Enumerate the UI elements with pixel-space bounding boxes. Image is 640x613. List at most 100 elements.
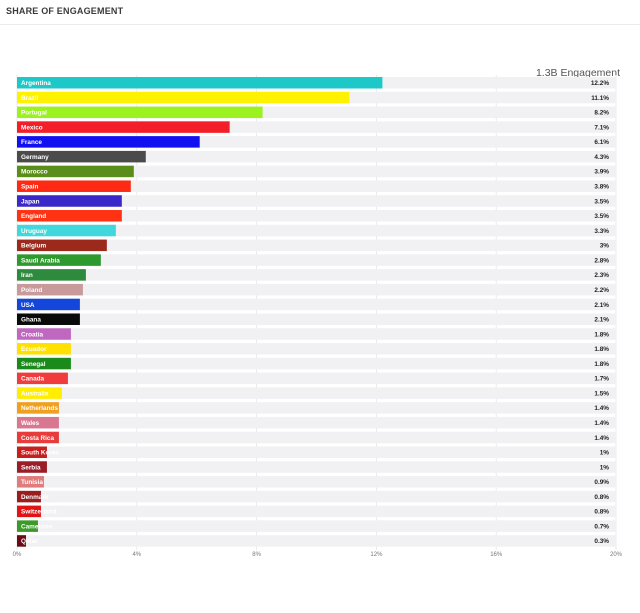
bar-track — [17, 121, 616, 133]
bar-value-label: 7.1% — [594, 124, 609, 131]
bar-value-label: 3.9% — [594, 169, 609, 176]
bar[interactable] — [17, 505, 41, 518]
bar[interactable] — [17, 476, 44, 488]
bar[interactable] — [17, 357, 71, 370]
bar-category-label: Denmark — [21, 494, 49, 501]
bar-value-label: 1% — [600, 450, 610, 457]
bar-value-label: 1.4% — [594, 435, 609, 442]
bar-track — [17, 328, 616, 340]
bar-value-label: 0.7% — [594, 523, 609, 530]
bar-track — [17, 416, 616, 429]
bar-track — [17, 283, 616, 296]
bar-track — [17, 106, 616, 119]
bar[interactable] — [17, 535, 26, 547]
bar[interactable] — [17, 77, 383, 89]
bar-track — [17, 402, 616, 414]
bar-category-label: Costa Rica — [21, 435, 54, 442]
bar-value-label: 12.2% — [591, 80, 609, 87]
bar-category-label: Argentina — [21, 80, 51, 87]
bar[interactable] — [17, 283, 83, 296]
bar-value-label: 8.2% — [594, 110, 609, 117]
bar[interactable] — [17, 372, 68, 385]
bar-value-label: 3.3% — [594, 228, 609, 235]
bar-category-label: Brazil — [21, 95, 39, 102]
x-tick-label: 20% — [610, 552, 623, 558]
bar-track — [17, 269, 616, 281]
bar[interactable] — [17, 210, 122, 222]
bar-value-label: 3.8% — [594, 184, 609, 191]
bar-category-label: Ecuador — [21, 346, 47, 353]
bar[interactable] — [17, 121, 230, 133]
bar-track — [17, 461, 616, 473]
bar[interactable] — [17, 106, 263, 119]
bar-value-label: 2.2% — [594, 287, 609, 294]
bar-category-label: Spain — [21, 184, 38, 191]
bar-track — [17, 446, 616, 458]
bar-value-label: 3% — [600, 243, 610, 250]
bar-category-label: France — [21, 139, 42, 146]
bar[interactable] — [17, 150, 146, 163]
bar-track — [17, 239, 616, 252]
bar[interactable] — [17, 224, 116, 237]
bar-value-label: 1.4% — [594, 405, 609, 412]
bar[interactable] — [17, 461, 47, 473]
bar-category-label: Uruguay — [21, 228, 47, 235]
bar[interactable] — [17, 298, 80, 311]
bar-category-label: Serbia — [21, 464, 41, 471]
bar[interactable] — [17, 180, 131, 192]
bar[interactable] — [17, 269, 86, 281]
bar-track — [17, 224, 616, 237]
bar-category-label: Switzerland — [21, 509, 57, 516]
bar[interactable] — [17, 195, 122, 207]
bar-category-label: Saudi Arabia — [21, 257, 60, 264]
bar[interactable] — [17, 328, 71, 340]
bar-value-label: 1% — [600, 464, 610, 471]
bar-value-label: 2.8% — [594, 257, 609, 264]
bar[interactable] — [17, 402, 59, 414]
bar[interactable] — [17, 165, 134, 178]
bar-value-label: 11.1% — [591, 95, 609, 102]
bar-category-label: Senegal — [21, 361, 46, 368]
bar-category-label: Ghana — [21, 317, 41, 324]
bar-category-label: Netherlands — [21, 405, 58, 412]
bar-track — [17, 343, 616, 355]
bar[interactable] — [17, 490, 41, 503]
bar[interactable] — [17, 91, 350, 104]
bar-track — [17, 254, 616, 266]
x-tick-label: 0% — [13, 552, 22, 558]
bar[interactable] — [17, 431, 59, 444]
total-engagement-label: 1.3B Engagement — [535, 67, 620, 79]
bar-track — [17, 210, 616, 222]
bar[interactable] — [17, 136, 200, 148]
x-tick-label: 12% — [370, 552, 383, 558]
bar-value-label: 1.4% — [594, 420, 609, 427]
bar[interactable] — [17, 254, 101, 266]
header-bar: SHARE OF ENGAGEMENT — [0, 0, 640, 25]
bar-track — [17, 490, 616, 503]
bar-category-label: Mexico — [21, 124, 43, 131]
bar[interactable] — [17, 520, 38, 532]
bar-category-label: Canada — [21, 376, 45, 383]
bar[interactable] — [17, 343, 71, 355]
bar-category-label: Cameroon — [21, 523, 53, 530]
bar-value-label: 1.8% — [594, 361, 609, 368]
bar-value-label: 0.8% — [594, 509, 609, 516]
bar-value-label: 0.3% — [594, 538, 609, 545]
bar-track — [17, 298, 616, 311]
bar-track — [17, 431, 616, 444]
bar-category-label: Poland — [21, 287, 42, 294]
bar-value-label: 1.7% — [594, 376, 609, 383]
bar[interactable] — [17, 387, 62, 399]
bar[interactable] — [17, 446, 47, 459]
bar[interactable] — [17, 313, 80, 325]
bar-category-label: Germany — [21, 154, 49, 161]
bar-value-label: 4.3% — [594, 154, 609, 161]
x-tick-label: 8% — [252, 552, 261, 558]
bar[interactable] — [17, 239, 107, 252]
bar-category-label: Tunisia — [21, 479, 43, 486]
bar-value-label: 0.8% — [594, 494, 609, 501]
bar[interactable] — [17, 416, 59, 429]
bar-track — [17, 150, 616, 163]
bar-value-label: 2.1% — [594, 317, 609, 324]
